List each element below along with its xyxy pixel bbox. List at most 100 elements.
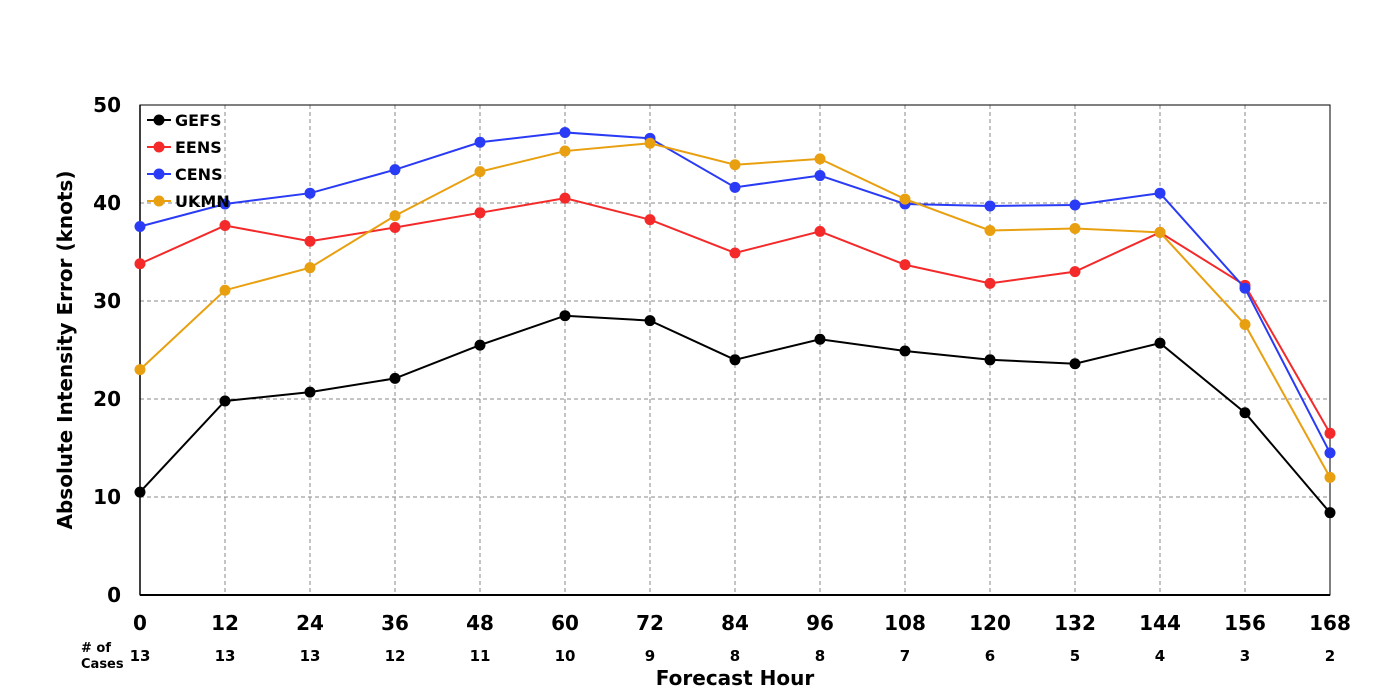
data-point-eens (644, 214, 656, 226)
legend-marker (153, 114, 165, 126)
x-tick-labels: 0 12 24 36 48 60 72 84 96 108 120 132 144 156 168 (133, 611, 1351, 635)
data-point-cens (1069, 199, 1081, 211)
data-point-eens (389, 222, 401, 233)
case-count: 13 (130, 647, 151, 665)
data-point-ukmn (474, 166, 486, 178)
data-point-eens (134, 258, 146, 270)
series-ukmn (134, 137, 1336, 483)
case-count: 6 (985, 647, 995, 665)
data-point-ukmn (1239, 319, 1251, 331)
series-line-cens (139, 131, 1331, 454)
data-point-eens (219, 220, 231, 232)
data-point-gefs (899, 345, 911, 357)
data-point-ukmn (219, 284, 231, 296)
data-point-gefs (304, 386, 316, 398)
data-point-eens (729, 247, 741, 259)
case-count: 8 (815, 647, 825, 665)
data-point-ukmn (729, 159, 741, 171)
data-point-ukmn (984, 224, 996, 236)
legend-item-eens: EENS (147, 138, 222, 157)
y-tick-label: 30 (93, 289, 121, 313)
x-tick-label: 12 (211, 611, 239, 635)
data-point-cens (219, 198, 231, 210)
data-point-ukmn (814, 153, 826, 165)
x-tick-label: 48 (466, 611, 494, 635)
data-point-cens (1154, 187, 1166, 199)
data-point-eens (814, 225, 826, 237)
y-tick-labels: 0 10 20 30 40 50 (93, 93, 121, 607)
data-point-cens (134, 221, 146, 233)
case-count: 13 (215, 647, 236, 665)
data-point-eens (1324, 427, 1336, 439)
y-axis-title: Absolute Intensity Error (knots) (53, 171, 77, 530)
cases-label-line2: Cases (81, 657, 124, 672)
data-point-cens (559, 126, 571, 138)
data-point-cens (729, 181, 741, 193)
legend-item-gefs: GEFS (147, 111, 222, 130)
y-tick-label: 10 (93, 485, 121, 509)
x-tick-label: 0 (133, 611, 147, 635)
x-tick-label: 96 (806, 611, 834, 635)
case-count: 4 (1155, 647, 1165, 665)
y-tick-label: 40 (93, 191, 121, 215)
data-point-eens (304, 235, 316, 247)
x-tick-label: 120 (969, 611, 1011, 635)
case-count: 11 (470, 647, 491, 665)
x-tick-label: 108 (884, 611, 926, 635)
data-point-gefs (559, 310, 571, 322)
data-point-cens (389, 164, 401, 176)
case-count: 10 (555, 647, 576, 665)
case-count: 5 (1070, 647, 1080, 665)
y-tick-label: 0 (107, 583, 121, 607)
series-gefs (134, 310, 1336, 519)
data-point-ukmn (1324, 471, 1336, 483)
y-tick-label: 50 (93, 93, 121, 117)
data-point-eens (1069, 266, 1081, 278)
x-tick-label: 144 (1139, 611, 1181, 635)
case-count: 9 (645, 647, 655, 665)
case-count: 2 (1325, 647, 1335, 665)
data-point-ukmn (899, 193, 911, 205)
data-point-eens (474, 207, 486, 219)
data-point-gefs (1069, 358, 1081, 370)
x-axis-title: Forecast Hour (656, 666, 815, 690)
data-point-gefs (474, 339, 486, 351)
data-point-gefs (219, 395, 231, 407)
cases-label-line1: # of (81, 641, 111, 656)
data-point-cens (984, 200, 996, 212)
data-point-ukmn (1154, 226, 1166, 238)
legend-marker (153, 168, 165, 180)
data-point-cens (1239, 282, 1251, 294)
data-point-gefs (1324, 507, 1336, 519)
data-point-ukmn (134, 364, 146, 376)
data-point-gefs (389, 372, 401, 384)
data-point-gefs (1154, 337, 1166, 349)
y-tick-label: 20 (93, 387, 121, 411)
data-point-eens (559, 192, 571, 204)
x-tick-label: 156 (1224, 611, 1266, 635)
x-tick-label: 168 (1309, 611, 1351, 635)
data-point-gefs (644, 315, 656, 327)
legend-label: EENS (175, 138, 222, 157)
legend-label: UKMN (175, 192, 230, 211)
data-point-cens (304, 187, 316, 199)
data-point-gefs (814, 333, 826, 345)
x-tick-label: 72 (636, 611, 664, 635)
data-point-cens (1324, 447, 1336, 459)
data-point-gefs (729, 354, 741, 366)
data-point-ukmn (1069, 222, 1081, 234)
case-count: 13 (300, 647, 321, 665)
data-point-cens (474, 136, 486, 148)
legend-item-ukmn: UKMN (147, 192, 230, 211)
case-count: 12 (385, 647, 406, 665)
data-point-gefs (134, 486, 146, 498)
x-tick-label: 24 (296, 611, 324, 635)
data-point-ukmn (304, 262, 316, 274)
grid-lines (140, 105, 1330, 595)
legend-label: GEFS (175, 111, 222, 130)
data-point-eens (984, 277, 996, 289)
case-count: 8 (730, 647, 740, 665)
legend-marker (153, 195, 165, 207)
series-eens (134, 192, 1336, 439)
